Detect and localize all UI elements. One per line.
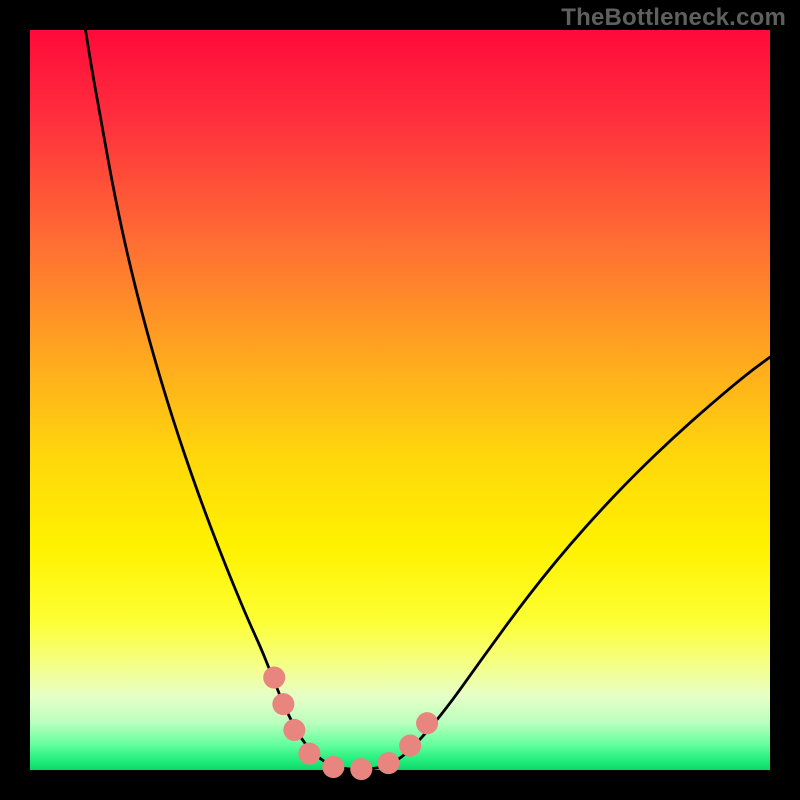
- bottleneck-chart: [0, 0, 800, 800]
- watermark-text: TheBottleneck.com: [561, 4, 786, 32]
- chart-gradient-background: [30, 30, 770, 770]
